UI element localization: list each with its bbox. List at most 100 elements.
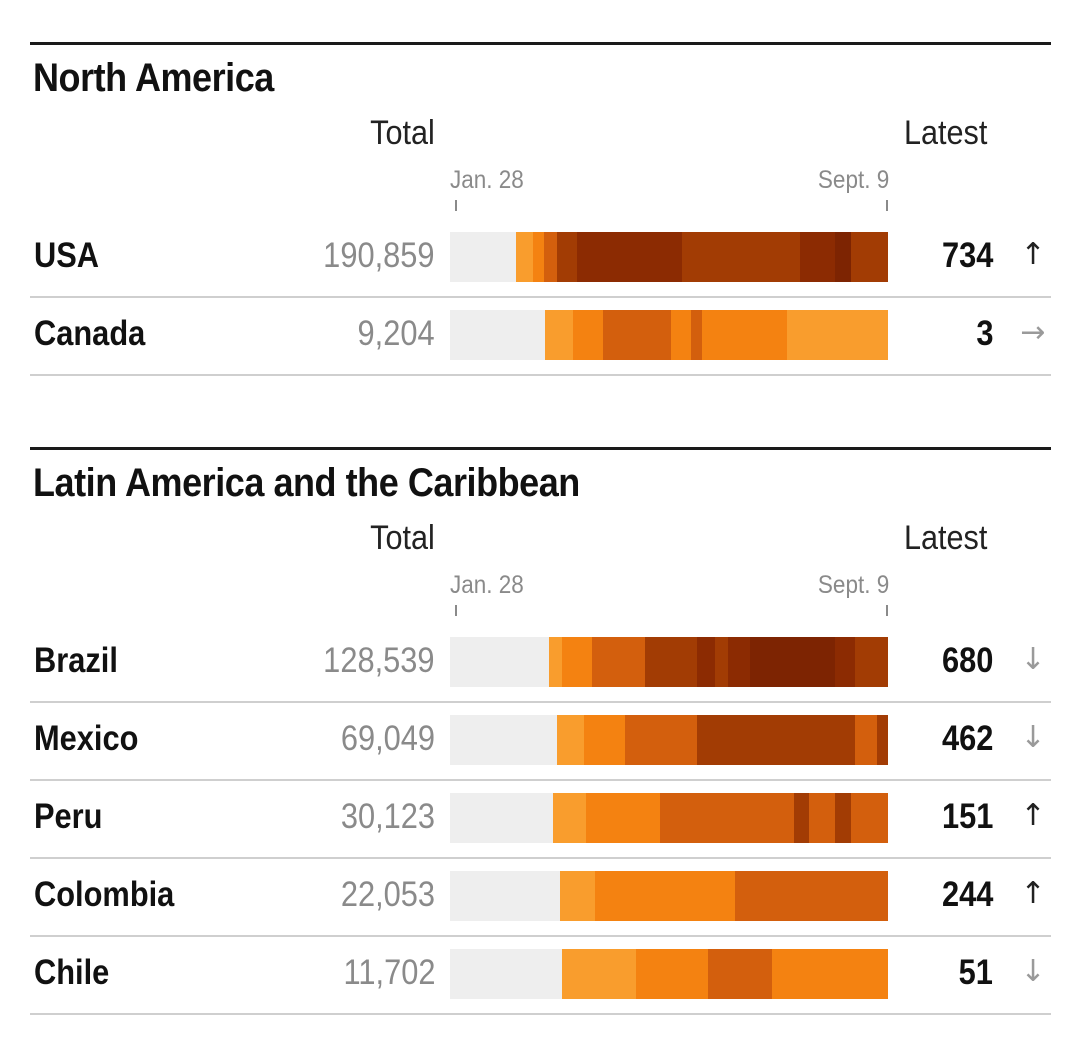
timeline-segment [771,949,795,999]
table-row-canada: Canada 9,204 3 → [30,296,1051,376]
timeline-segment [690,310,703,360]
timeline-segment [734,871,889,921]
table-row-mexico: Mexico 69,049 462 ↓ [30,701,1051,781]
latest-value: 462 [941,719,993,758]
timeline-segment [636,949,657,999]
x-end-label: Sept. 9 [817,166,889,194]
total-value: 22,053 [340,875,435,914]
latest-value: 680 [941,641,993,680]
timeline-segment [544,232,558,282]
trend-down-arrow-icon: ↓ [1020,954,1046,989]
timeline-segment [625,715,698,765]
x-start-label: Jan. 28 [450,166,524,194]
timeline-segment [787,310,889,360]
timeline-bar [450,637,889,687]
country-name: Peru [34,797,103,836]
latest-column-header: Latest [904,519,988,557]
total-value: 69,049 [340,719,435,758]
latest-value: 3 [975,314,993,353]
x-end-tick [886,605,888,616]
timeline-segment [697,715,720,765]
timeline-segment [533,232,545,282]
table-row-colombia: Colombia 22,053 244 ↑ [30,857,1051,937]
timeline-segment [835,232,851,282]
timeline-bar [450,232,889,282]
timeline-segment [800,232,836,282]
trend-up-arrow-icon: ↑ [1020,876,1046,911]
timeline-segment [572,310,604,360]
timeline-bar [450,715,889,765]
timeline-segment [594,871,626,921]
total-value: 11,702 [343,953,435,992]
table-row-peru: Peru 30,123 151 ↑ [30,779,1051,859]
timeline-segment [793,793,810,843]
total-value: 9,204 [357,314,435,353]
timeline-segment [515,232,534,282]
x-start-label: Jan. 28 [450,571,524,599]
timeline-segment [557,232,578,282]
timeline-segment [625,871,735,921]
total-column-header: Total [370,519,435,557]
timeline-segment [682,232,801,282]
timeline-segment [697,637,716,687]
timeline-segment [585,793,661,843]
country-name: Colombia [34,875,175,914]
timeline-segment [592,637,646,687]
latest-column-header: Latest [904,114,988,152]
x-start-tick [455,200,457,211]
section-title: North America [33,56,274,100]
table-row-usa: USA 190,859 734 ↑ [30,218,1051,298]
section-title: Latin America and the Caribbean [33,461,580,505]
section-top-rule [30,42,1051,45]
section-north-america: North America Total Latest Jan. 28 Sept.… [30,42,1051,377]
timeline-segment [660,793,795,843]
timeline-segment [583,715,626,765]
timeline-segment [644,637,698,687]
total-value: 30,123 [340,797,435,836]
trend-flat-arrow-icon: → [1020,315,1046,350]
timeline-bar [450,793,889,843]
timeline-segment [548,637,562,687]
trend-down-arrow-icon: ↓ [1020,720,1046,755]
timeline-segment [855,637,889,687]
timeline-segment [552,793,586,843]
x-end-tick [886,200,888,211]
timeline-bar [450,949,889,999]
trend-up-arrow-icon: ↑ [1020,237,1046,272]
timeline-segment [559,871,595,921]
timeline-segment [850,232,889,282]
trend-up-arrow-icon: ↑ [1020,798,1046,833]
timeline-segment [850,793,889,843]
country-name: Canada [34,314,146,353]
total-value: 128,539 [323,641,435,680]
timeline-segment [877,715,889,765]
timeline-segment [728,637,751,687]
timeline-segment [561,949,637,999]
latest-value: 244 [941,875,993,914]
latest-value: 734 [941,236,993,275]
country-name: USA [34,236,100,275]
timeline-segment [545,310,573,360]
country-name: Mexico [34,719,139,758]
timeline-segment [714,637,729,687]
timeline-segment [701,310,788,360]
country-name: Brazil [34,641,118,680]
timeline-segment [561,637,593,687]
timeline-segment [671,310,692,360]
timeline-segment [809,793,836,843]
timeline-segment [577,232,683,282]
country-name: Chile [34,953,110,992]
x-end-label: Sept. 9 [817,571,889,599]
timeline-segment [835,793,851,843]
timeline-bar [450,871,889,921]
timeline-segment [708,949,773,999]
latest-value: 151 [941,797,993,836]
total-value: 190,859 [323,236,435,275]
trend-down-arrow-icon: ↓ [1020,642,1046,677]
timeline-segment [557,715,584,765]
timeline-segment [750,637,836,687]
timeline-segment [855,715,878,765]
table-row-chile: Chile 11,702 51 ↓ [30,935,1051,1015]
table-row-brazil: Brazil 128,539 680 ↓ [30,623,1051,703]
timeline-segment [835,637,856,687]
